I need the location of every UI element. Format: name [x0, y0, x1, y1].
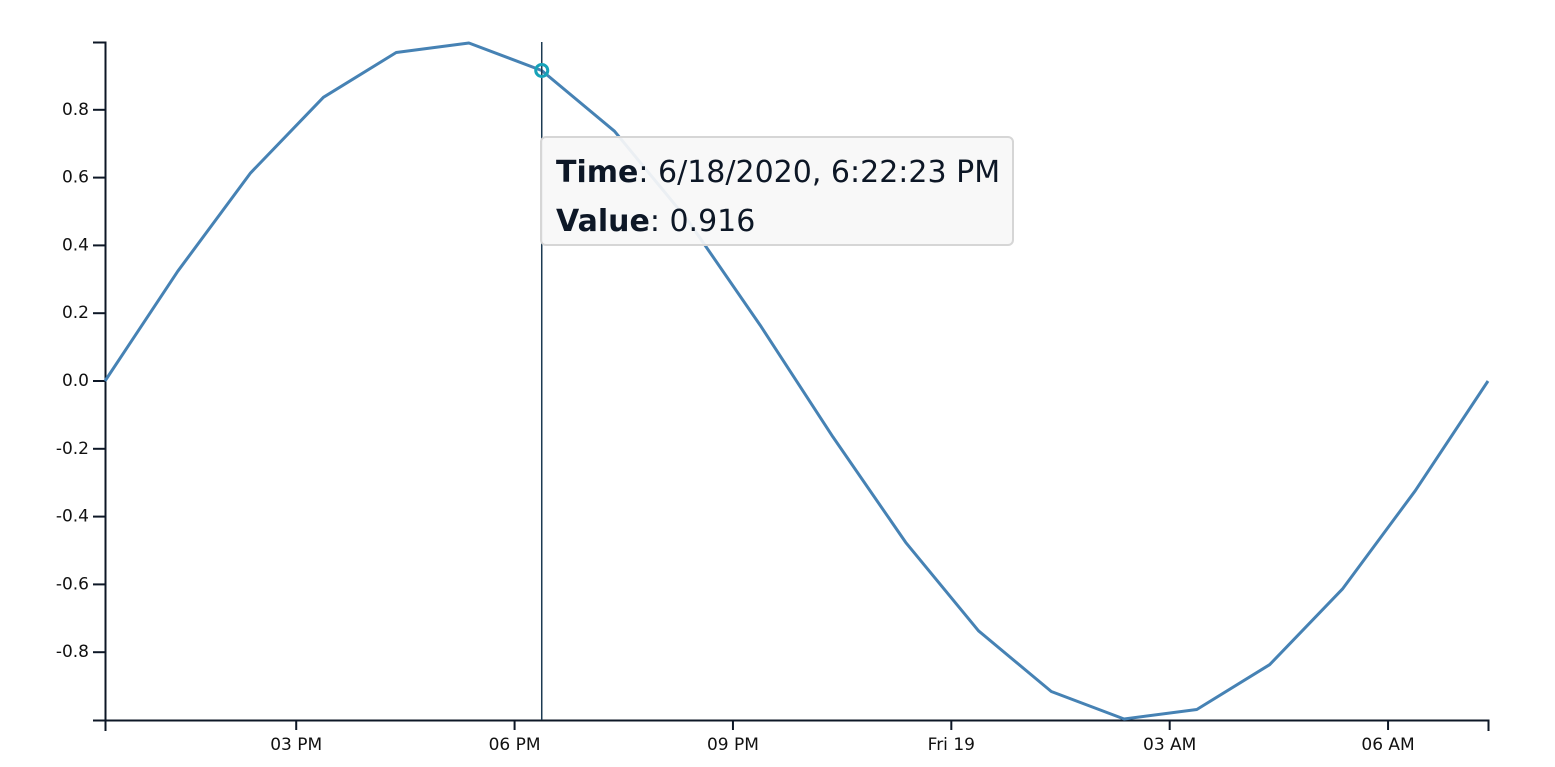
tooltip-value-row: Value: 0.916: [556, 204, 756, 239]
x-tick-label: Fri 19: [928, 735, 975, 755]
tooltip-value-value: 0.916: [669, 204, 756, 239]
x-tick-label: 06 PM: [489, 735, 541, 755]
series-line: [103, 41, 1490, 721]
tooltip-time-key: Time: [556, 155, 639, 190]
chart-tooltip: Time: 6/18/2020, 6:22:23 PM Value: 0.916: [540, 136, 1014, 246]
y-tick-label: 0.0: [62, 371, 89, 391]
tooltip-value-key: Value: [556, 204, 650, 239]
y-tick-label: -0.2: [56, 439, 89, 459]
tooltip-time-value: 6/18/2020, 6:22:23 PM: [658, 155, 1001, 190]
y-axis: 0.8 0.6 0.4 0.2 0.0 -0.2 -0.4 -0.6 -0.8: [56, 41, 107, 722]
x-axis-domain: [104, 719, 1490, 731]
y-tick-label: -0.6: [56, 574, 89, 594]
x-tick-label: 03 AM: [1143, 735, 1196, 755]
y-axis-domain: [93, 41, 107, 722]
x-tick-label: 06 AM: [1361, 735, 1414, 755]
y-tick-label: -0.8: [56, 642, 89, 662]
y-tick-label: 0.8: [62, 100, 89, 120]
x-tick-label: 03 PM: [270, 735, 322, 755]
y-tick-label: -0.4: [56, 507, 89, 527]
series-layer: [103, 41, 1490, 721]
y-tick-label: 0.4: [62, 235, 89, 255]
x-tick-label: 09 PM: [707, 735, 759, 755]
x-axis: 03 PM 06 PM 09 PM Fri 19 03 AM 06 AM: [104, 719, 1490, 755]
y-tick-label: 0.2: [62, 303, 89, 323]
y-tick-label: 0.6: [62, 168, 89, 188]
tooltip-time-row: Time: 6/18/2020, 6:22:23 PM: [556, 155, 1001, 190]
hover-marker: [534, 62, 550, 78]
